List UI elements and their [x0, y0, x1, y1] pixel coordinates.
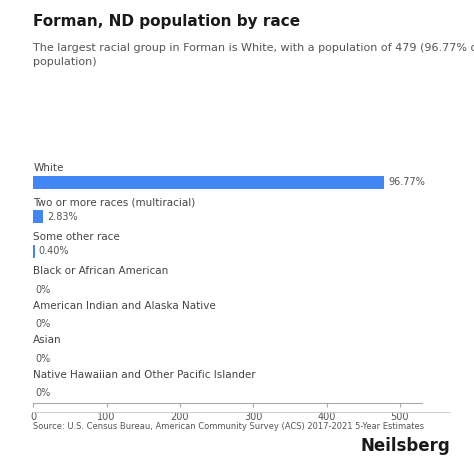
- Text: 0.40%: 0.40%: [38, 246, 69, 256]
- Text: 0%: 0%: [36, 284, 51, 295]
- Bar: [33, 210, 44, 223]
- Text: The largest racial group in Forman is White, with a population of 479 (96.77% of: The largest racial group in Forman is Wh…: [33, 43, 474, 67]
- Text: 2.83%: 2.83%: [47, 212, 78, 222]
- Text: White: White: [33, 163, 64, 173]
- Text: Native Hawaiian and Other Pacific Islander: Native Hawaiian and Other Pacific Island…: [33, 370, 256, 380]
- Text: American Indian and Alaska Native: American Indian and Alaska Native: [33, 301, 216, 311]
- Text: Source: U.S. Census Bureau, American Community Survey (ACS) 2017-2021 5-Year Est: Source: U.S. Census Bureau, American Com…: [33, 422, 424, 431]
- Text: Neilsberg: Neilsberg: [361, 437, 450, 455]
- Text: Asian: Asian: [33, 335, 62, 346]
- Text: Some other race: Some other race: [33, 232, 120, 242]
- Text: 0%: 0%: [36, 354, 51, 364]
- Text: Two or more races (multiracial): Two or more races (multiracial): [33, 198, 195, 208]
- Text: Forman, ND population by race: Forman, ND population by race: [33, 14, 301, 29]
- Text: 0%: 0%: [36, 319, 51, 329]
- Text: Black or African American: Black or African American: [33, 266, 168, 276]
- Bar: [33, 176, 384, 189]
- Bar: [33, 245, 35, 258]
- Text: 0%: 0%: [36, 388, 51, 398]
- Text: 96.77%: 96.77%: [388, 177, 425, 187]
